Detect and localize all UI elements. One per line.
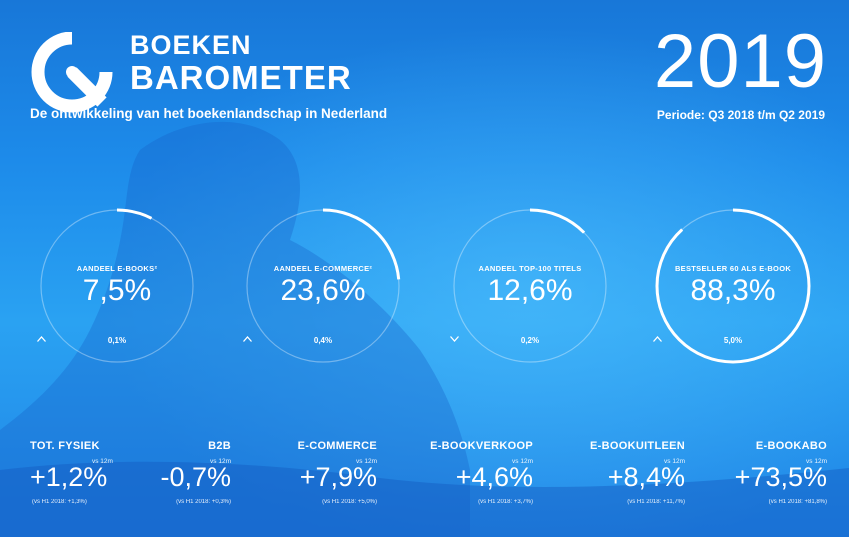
- metric-title: E-BOOKABO: [755, 440, 827, 452]
- metric-b2b: B2B vs 12m -0,7% (vs H1 2018: +0,3%): [106, 440, 231, 505]
- metric-title: E-BOOKUITLEEN: [590, 440, 685, 452]
- gauge-value: 7,5%: [82, 274, 152, 307]
- year-title: 2019: [653, 19, 827, 104]
- metric-title: E-COMMERCE: [297, 440, 377, 452]
- gauge-arc: [39, 208, 195, 364]
- gauge-label: AANDEEL E-COMMERCE²: [273, 264, 373, 273]
- gauge-change-value: 0,1%: [107, 336, 127, 345]
- metric-tot-fysiek: TOT. FYSIEK vs 12m +1,2% (vs H1 2018: +1…: [30, 440, 155, 505]
- metric-value: +8,4%: [607, 462, 685, 492]
- gauge-change: 0,4%: [243, 336, 403, 345]
- tagline: De ontwikkeling van het boekenlandschap …: [30, 106, 388, 121]
- metric-vs: vs 12m: [92, 458, 113, 465]
- metric-note: (vs H1 2018: +5,0%): [322, 499, 377, 505]
- metric-vs: vs 12m: [664, 458, 685, 465]
- gauge-label: BESTSELLER 60 ALS E-BOOK: [674, 264, 792, 273]
- gauge-ring: [452, 208, 608, 364]
- metric-vs: vs 12m: [512, 458, 533, 465]
- period-label: Periode: Q3 2018 t/m Q2 2019: [656, 108, 825, 122]
- brand-line-2: BAROMETER: [130, 59, 352, 96]
- metric-value: +7,9%: [299, 462, 377, 492]
- metric-note: (vs H1 2018: +0,3%): [176, 499, 231, 505]
- metric-note: (vs H1 2018: +11,7%): [627, 499, 685, 505]
- brand-line-1: BOEKEN: [130, 30, 252, 60]
- metric-vs: vs 12m: [356, 458, 377, 465]
- metric-e-bookabo: E-BOOKABO vs 12m +73,5% (vs H1 2018: +81…: [702, 440, 827, 505]
- gauge-ecommerce-share: AANDEEL E-COMMERCE² 23,6% 0,4%: [243, 206, 403, 366]
- gauge-change: 0,1%: [37, 336, 197, 345]
- gauge-value: 88,3%: [690, 274, 776, 307]
- gauge-change-value: 5,0%: [723, 336, 743, 345]
- gauge-arc: [655, 208, 811, 364]
- metric-value: +4,6%: [455, 462, 533, 492]
- metric-vs: vs 12m: [806, 458, 827, 465]
- metric-note: (vs H1 2018: +3,7%): [478, 499, 533, 505]
- metric-e-commerce: E-COMMERCE vs 12m +7,9% (vs H1 2018: +5,…: [252, 440, 377, 505]
- metric-title: E-BOOKVERKOOP: [430, 440, 533, 452]
- brand-name: BOEKEN BAROMETER: [130, 30, 352, 96]
- gauge-change-value: 0,4%: [313, 336, 333, 345]
- metric-note: (vs H1 2018: +81,8%): [768, 499, 827, 505]
- gauge-change: 5,0%: [653, 336, 813, 345]
- gauge-arc: [245, 208, 401, 364]
- arrow-down-icon: [450, 336, 459, 342]
- barometer-logo-icon: [31, 32, 113, 113]
- arrow-up-icon: [653, 336, 662, 342]
- gauge-change-value: 0,2%: [520, 336, 540, 345]
- gauge-ring: [655, 208, 811, 364]
- gauge-label: AANDEEL E-BOOKS²: [76, 264, 158, 273]
- metric-e-bookverkoop: E-BOOKVERKOOP vs 12m +4,6% (vs H1 2018: …: [408, 440, 533, 505]
- gauge-top100-share: AANDEEL TOP-100 TITELS 12,6% 0,2%: [450, 206, 610, 366]
- metric-title: B2B: [208, 440, 231, 452]
- gauge-arc: [452, 208, 608, 364]
- gauge-bestseller-ebook: BESTSELLER 60 ALS E-BOOK 88,3% 5,0%: [653, 206, 813, 366]
- metric-title: TOT. FYSIEK: [30, 440, 100, 452]
- metric-e-bookuitleen: E-BOOKUITLEEN vs 12m +8,4% (vs H1 2018: …: [560, 440, 685, 505]
- metric-value: +73,5%: [734, 462, 827, 492]
- arrow-up-icon: [243, 336, 252, 342]
- metric-value: +1,2%: [30, 462, 108, 492]
- metric-note: (vs H1 2018: +1,3%): [32, 499, 87, 505]
- arrow-up-icon: [37, 336, 46, 342]
- gauge-ring: [245, 208, 401, 364]
- metric-vs: vs 12m: [210, 458, 231, 465]
- gauge-change: 0,2%: [450, 336, 610, 345]
- gauge-ebooks-share: AANDEEL E-BOOKS² 7,5% 0,1%: [37, 206, 197, 366]
- metric-value: -0,7%: [160, 462, 231, 492]
- gauge-label: AANDEEL TOP-100 TITELS: [478, 264, 582, 273]
- gauge-ring: [39, 208, 195, 364]
- gauge-value: 23,6%: [280, 274, 366, 307]
- gauge-value: 12,6%: [487, 274, 573, 307]
